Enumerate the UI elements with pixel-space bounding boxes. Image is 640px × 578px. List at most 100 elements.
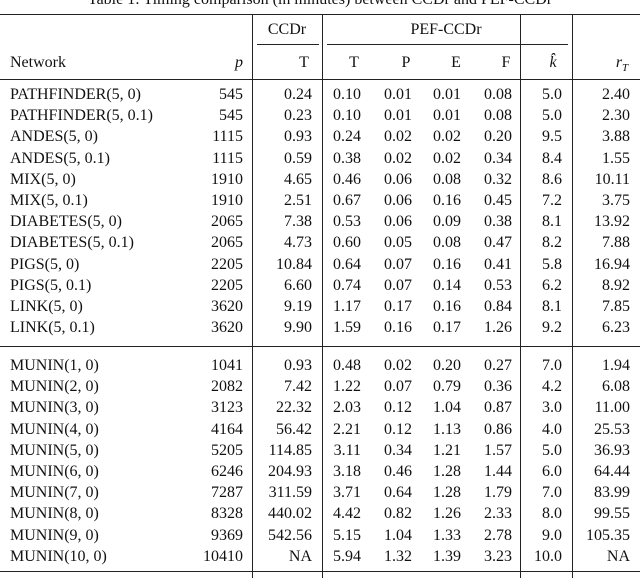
cell: 0.24	[333, 128, 361, 146]
network-name: MUNIN(5, 0)	[10, 441, 99, 459]
cell: 1041	[211, 357, 243, 374]
group-rule	[327, 44, 568, 45]
cell: 13.92	[594, 213, 630, 231]
cell: 22.32	[276, 399, 312, 417]
cell: 0.46	[384, 463, 412, 480]
cell: 0.10	[333, 86, 361, 103]
group-header: CCDr	[267, 21, 307, 38]
cell: 0.20	[433, 357, 461, 374]
cell: 2.51	[284, 192, 312, 209]
cell: 1.28	[433, 463, 461, 480]
cell: 105.35	[586, 526, 630, 544]
cell: 8.1	[542, 298, 562, 315]
cell: 3620	[211, 319, 243, 337]
column-header: P	[401, 54, 411, 71]
cell: 9.0	[542, 526, 562, 544]
cell: 7.38	[284, 213, 312, 231]
cell: 3.71	[333, 484, 361, 502]
cell: 1.04	[384, 526, 412, 544]
cell: 1.13	[433, 420, 461, 438]
cell: 0.05	[384, 234, 412, 252]
cell: 7.42	[284, 378, 312, 396]
cell: 0.48	[333, 357, 361, 374]
header-sub: T	[622, 62, 629, 75]
cell: 0.34	[384, 441, 412, 459]
cell: 8.1	[542, 213, 562, 231]
cell: 0.06	[384, 192, 412, 209]
cell: 5.15	[333, 526, 361, 544]
cell: 0.16	[433, 192, 461, 209]
network-name: MUNIN(2, 0)	[10, 378, 99, 396]
cell: 0.53	[333, 213, 361, 231]
cell: 7.0	[542, 357, 562, 374]
column-header: E	[451, 54, 461, 71]
cell: 0.08	[484, 107, 512, 125]
cell: 10410	[203, 547, 243, 565]
cell: 3.0	[542, 399, 562, 417]
cell: 1.79	[484, 484, 512, 502]
cell: 0.60	[333, 234, 361, 252]
cell: 0.14	[433, 276, 461, 294]
cell: NA	[606, 547, 630, 565]
cell: 5.0	[542, 441, 562, 459]
cell: 0.93	[284, 357, 312, 374]
cell: 0.38	[333, 149, 361, 167]
cell: 9.19	[284, 298, 312, 315]
header-base: r	[615, 54, 623, 71]
cell: 7.85	[602, 298, 630, 315]
cell: 0.02	[384, 357, 412, 374]
cell: 204.93	[268, 463, 312, 480]
cell: 3.18	[333, 463, 361, 480]
column-divider	[322, 14, 323, 578]
caption: Table 1: Timing comparison (in minutes) …	[0, 0, 640, 10]
cell: 8.6	[542, 170, 562, 188]
header-rule	[0, 79, 640, 80]
cell: 440.02	[268, 505, 312, 523]
cell: 0.16	[433, 298, 461, 315]
cell: 8.4	[542, 149, 562, 167]
cell: 4.65	[284, 170, 312, 188]
cell: 5.8	[542, 255, 562, 273]
cell: 0.07	[384, 378, 412, 396]
cell: 1.33	[433, 526, 461, 544]
cell: 1.22	[333, 378, 361, 396]
network-name: MIX(5, 0)	[10, 170, 76, 188]
cell: 0.82	[384, 505, 412, 523]
column-header: rT	[602, 53, 640, 78]
cell: 6.0	[542, 463, 562, 480]
cell: 0.09	[433, 213, 461, 231]
cell: 0.12	[384, 420, 412, 438]
cell: 3123	[211, 399, 243, 417]
cell: 0.24	[284, 86, 312, 103]
cell: 5.0	[542, 86, 562, 103]
network-name: MUNIN(10, 0)	[10, 547, 107, 565]
cell: 0.02	[433, 128, 461, 146]
cell: 1.26	[484, 319, 512, 337]
network-name: PATHFINDER(5, 0)	[10, 86, 141, 103]
cell: 2065	[211, 213, 243, 231]
cell: 545	[219, 107, 243, 125]
cell: 542.56	[268, 526, 312, 544]
cell: 2.03	[333, 399, 361, 417]
cell: 0.10	[333, 107, 361, 125]
cell: 2.33	[484, 505, 512, 523]
cell: 2.30	[602, 107, 630, 125]
cell: 4.73	[284, 234, 312, 252]
cell: 1.17	[333, 298, 361, 315]
cell: 4.42	[333, 505, 361, 523]
cell: 6.60	[284, 276, 312, 294]
cell: 8.92	[602, 276, 630, 294]
network-name: MUNIN(1, 0)	[10, 357, 99, 374]
cell: 16.94	[594, 255, 630, 273]
column-header: p	[235, 54, 243, 71]
cell: 0.02	[384, 149, 412, 167]
cell: 0.02	[433, 149, 461, 167]
cell: 0.20	[484, 128, 512, 146]
cell: 1.94	[602, 357, 630, 374]
cell: 4164	[211, 420, 243, 438]
group-header: PEF-CCDr	[410, 21, 482, 38]
cell: 1.59	[333, 319, 361, 337]
network-name: LINK(5, 0)	[10, 298, 83, 315]
cell: 8328	[211, 505, 243, 523]
